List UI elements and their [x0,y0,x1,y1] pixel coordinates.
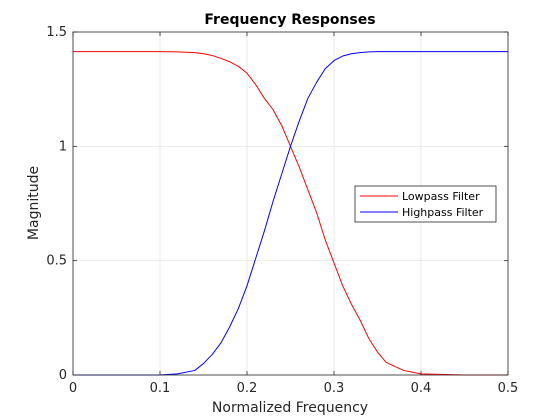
x-tick-label: 0.5 [498,381,519,396]
y-tick-label: 0 [59,368,67,383]
x-tick-label: 0.2 [237,381,258,396]
x-tick-label: 0.3 [324,381,345,396]
x-tick-label: 0 [69,381,77,396]
x-tick-label: 0.4 [411,381,432,396]
chart-title: Frequency Responses [204,12,375,28]
x-axis-label: Normalized Frequency [212,400,368,416]
legend-label-highpass: Highpass Filter [402,206,484,219]
legend-label-lowpass: Lowpass Filter [402,190,480,203]
tick-labels: 0 0.1 0.2 0.3 0.4 0.5 0 0.5 1 1.5 [46,25,518,396]
legend: Lowpass Filter Highpass Filter [354,185,497,223]
tick-marks [72,31,509,376]
y-tick-label: 1.5 [46,25,67,40]
y-tick-label: 1 [59,139,67,154]
series-line-highpass [73,51,508,376]
plot-border [72,31,509,376]
y-axis-label: Magnitude [26,166,42,240]
x-tick-label: 0.1 [150,381,171,396]
y-tick-label: 0.5 [46,254,67,269]
series-layer [73,51,508,376]
legend-box [354,185,497,223]
